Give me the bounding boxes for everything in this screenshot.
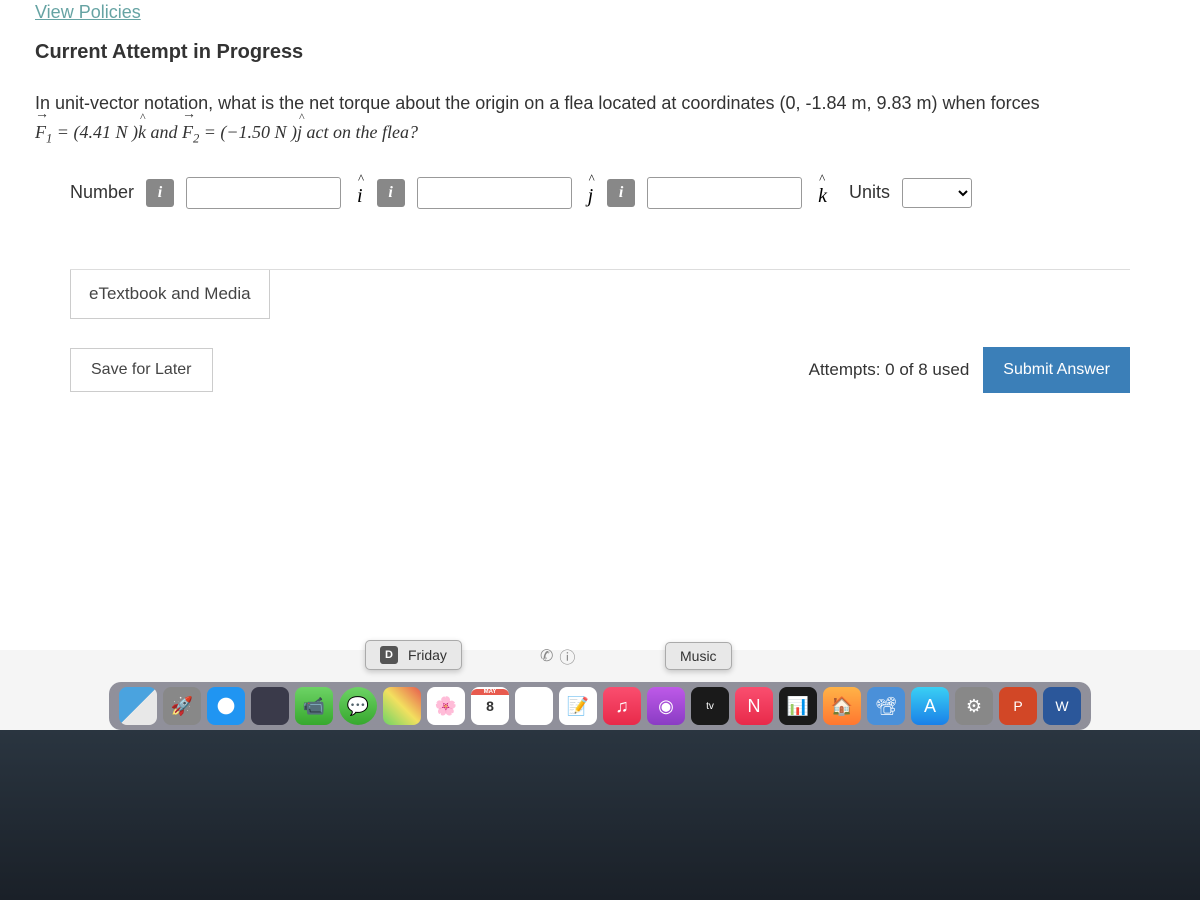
j-hat-label: j bbox=[588, 177, 594, 208]
keynote-icon[interactable]: 📽 bbox=[867, 687, 905, 725]
view-policies-link[interactable]: View Policies bbox=[35, 0, 1165, 23]
info-button-j[interactable]: i bbox=[377, 179, 405, 207]
home-icon[interactable]: 🏠 bbox=[823, 687, 861, 725]
stocks-icon[interactable]: 📊 bbox=[779, 687, 817, 725]
units-select[interactable] bbox=[902, 178, 972, 208]
info-circle-icon: ⓘ bbox=[559, 644, 575, 668]
i-component-input[interactable] bbox=[186, 177, 341, 209]
question-prefix: In unit-vector notation, what is the net… bbox=[35, 93, 779, 113]
k-hat: k bbox=[138, 118, 146, 147]
action-bar: eTextbook and Media Save for Later Attem… bbox=[70, 269, 1130, 393]
f2-vector: F bbox=[182, 118, 193, 147]
save-later-button[interactable]: Save for Later bbox=[70, 348, 213, 392]
k-component-input[interactable] bbox=[647, 177, 802, 209]
friday-label: Friday bbox=[408, 647, 447, 663]
launchpad-icon[interactable]: 🚀 bbox=[163, 687, 201, 725]
dock-area: D Friday ✆ ⓘ Music 🚀 📹 💬 🌸 8 ☰ 📝 ♫ ◉ tv … bbox=[0, 640, 1200, 730]
j-component-input[interactable] bbox=[417, 177, 572, 209]
news-icon[interactable]: N bbox=[735, 687, 773, 725]
f1-vector: F bbox=[35, 118, 46, 147]
attempts-text: Attempts: 0 of 8 used bbox=[809, 360, 970, 380]
word-icon[interactable]: W bbox=[1043, 687, 1081, 725]
etextbook-button[interactable]: eTextbook and Media bbox=[70, 270, 270, 319]
tv-icon[interactable]: tv bbox=[691, 687, 729, 725]
section-title: Current Attempt in Progress bbox=[35, 41, 1165, 64]
units-label: Units bbox=[849, 182, 890, 203]
question-suffix: when forces bbox=[938, 93, 1040, 113]
messages-icon[interactable]: 💬 bbox=[339, 687, 377, 725]
facetime-icon[interactable]: 📹 bbox=[295, 687, 333, 725]
finder-icon[interactable] bbox=[119, 687, 157, 725]
music-icon[interactable]: ♫ bbox=[603, 687, 641, 725]
podcasts-icon[interactable]: ◉ bbox=[647, 687, 685, 725]
phone-icon: ✆ bbox=[540, 646, 553, 666]
and-text: and bbox=[146, 122, 182, 142]
powerpoint-icon[interactable]: P bbox=[999, 687, 1037, 725]
info-button-i[interactable]: i bbox=[146, 179, 174, 207]
f1-eq: = (4.41 N ) bbox=[52, 122, 138, 142]
info-button-k[interactable]: i bbox=[607, 179, 635, 207]
safari-icon[interactable] bbox=[207, 687, 245, 725]
j-hat: j bbox=[297, 118, 302, 147]
mac-dock: 🚀 📹 💬 🌸 8 ☰ 📝 ♫ ◉ tv N 📊 🏠 📽 A ⚙ P W bbox=[109, 682, 1091, 730]
appstore-icon[interactable]: A bbox=[911, 687, 949, 725]
music-tooltip: Music bbox=[665, 642, 732, 670]
answer-row: Number i i i j i k Units bbox=[70, 177, 1165, 209]
calendar-icon[interactable]: 8 bbox=[471, 687, 509, 725]
act-text: act on the flea? bbox=[302, 122, 418, 142]
d-badge: D bbox=[380, 646, 398, 664]
question-coords: (0, -1.84 m, 9.83 m) bbox=[779, 93, 937, 113]
mission-control-icon[interactable] bbox=[251, 687, 289, 725]
settings-icon[interactable]: ⚙ bbox=[955, 687, 993, 725]
photos-icon[interactable]: 🌸 bbox=[427, 687, 465, 725]
number-label: Number bbox=[70, 182, 134, 203]
maps-icon[interactable] bbox=[383, 687, 421, 725]
safari-tooltip-icons: ✆ ⓘ bbox=[540, 644, 575, 668]
i-hat-label: i bbox=[357, 177, 363, 208]
notes-icon[interactable]: 📝 bbox=[559, 687, 597, 725]
submit-answer-button[interactable]: Submit Answer bbox=[983, 347, 1130, 393]
reminders-icon[interactable]: ☰ bbox=[515, 687, 553, 725]
friday-tooltip: D Friday bbox=[365, 640, 462, 670]
question-text: In unit-vector notation, what is the net… bbox=[35, 89, 1165, 149]
k-hat-label: k bbox=[818, 177, 827, 208]
f2-eq: = (−1.50 N ) bbox=[199, 122, 297, 142]
desk-background bbox=[0, 730, 1200, 900]
